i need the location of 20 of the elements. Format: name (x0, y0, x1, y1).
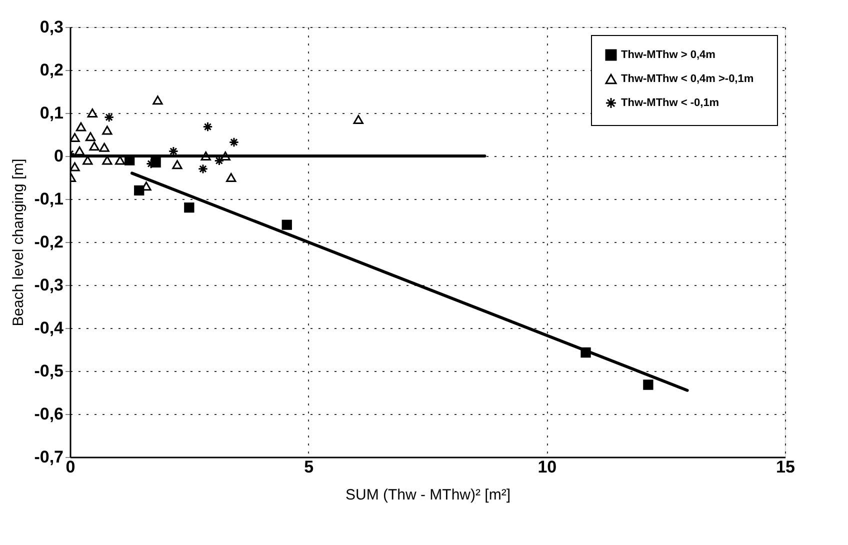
legend-label: Thw-MThw < -0,1m (621, 97, 720, 109)
y-tick-label: 0,2 (40, 60, 64, 80)
y-tick-label: -0,1 (34, 190, 64, 208)
x-tick-label: 0 (66, 458, 76, 476)
x-tick-label: 5 (304, 458, 314, 476)
x-axis-title: SUM (Thw - MThw)² [m²] (346, 486, 510, 504)
legend-label: Thw-MThw < 0,4m >-0,1m (621, 73, 754, 85)
y-tick-label: -0,5 (34, 362, 64, 380)
y-tick-label: -0,6 (34, 404, 64, 424)
y-tick-label: 0,3 (40, 18, 64, 36)
y-tick-label: -0,3 (34, 276, 64, 294)
y-tick-label: 0,1 (40, 104, 64, 122)
legend-label: Thw-MThw > 0,4m (621, 49, 716, 61)
x-tick-label: 15 (776, 458, 795, 476)
x-tick-label: 10 (538, 458, 557, 476)
y-tick-label: -0,4 (34, 318, 64, 338)
y-tick-label: -0,7 (34, 448, 64, 466)
y-tick-label: 0 (54, 146, 64, 166)
y-axis-title: Beach level changing [m] (10, 158, 28, 326)
y-tick-label: -0,2 (34, 232, 64, 252)
